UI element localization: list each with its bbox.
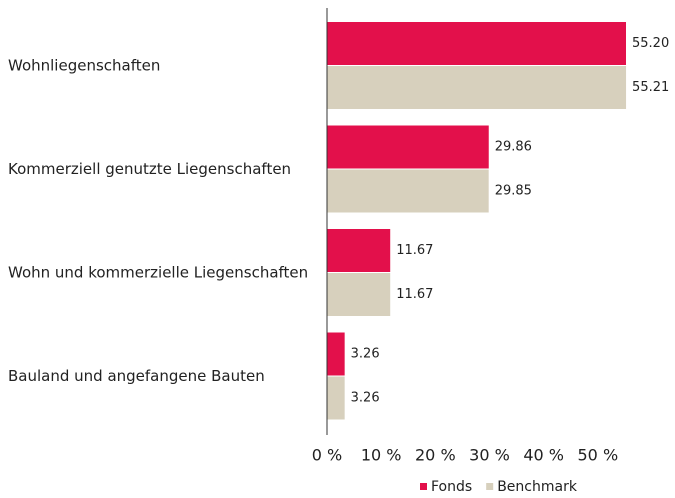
value-label: 3.26: [351, 347, 380, 362]
bar: [327, 169, 489, 213]
x-tick-label: 20 %: [415, 446, 456, 465]
bar: [327, 125, 489, 169]
category-label: Bauland und angefangene Bauten: [8, 367, 265, 385]
bar: [327, 273, 391, 316]
x-tick-label: 0 %: [312, 446, 342, 465]
legend-label: Fonds: [431, 479, 472, 495]
bar: [327, 376, 345, 420]
legend-label: Benchmark: [497, 479, 578, 495]
x-tick-label: 30 %: [469, 446, 510, 465]
bar: [327, 66, 627, 109]
value-label: 55.20: [632, 36, 669, 51]
value-label: 11.67: [396, 287, 433, 302]
value-label: 3.26: [351, 391, 380, 406]
bar: [327, 332, 345, 376]
category-label: Wohn und kommerzielle Liegenschaften: [8, 264, 308, 282]
value-label: 29.86: [495, 140, 532, 155]
category-label: Kommerziell genutzte Liegenschaften: [8, 160, 291, 178]
x-tick-label: 10 %: [361, 446, 402, 465]
value-label: 29.85: [495, 184, 532, 199]
category-label: Wohnliegenschaften: [8, 57, 160, 75]
bar: [327, 22, 626, 65]
value-label: 11.67: [396, 243, 433, 258]
x-tick-label: 50 %: [578, 446, 619, 465]
bar: [327, 229, 391, 272]
legend-swatch: [420, 483, 427, 490]
x-tick-label: 40 %: [523, 446, 564, 465]
legend-swatch: [486, 483, 494, 490]
value-label: 55.21: [632, 80, 669, 95]
